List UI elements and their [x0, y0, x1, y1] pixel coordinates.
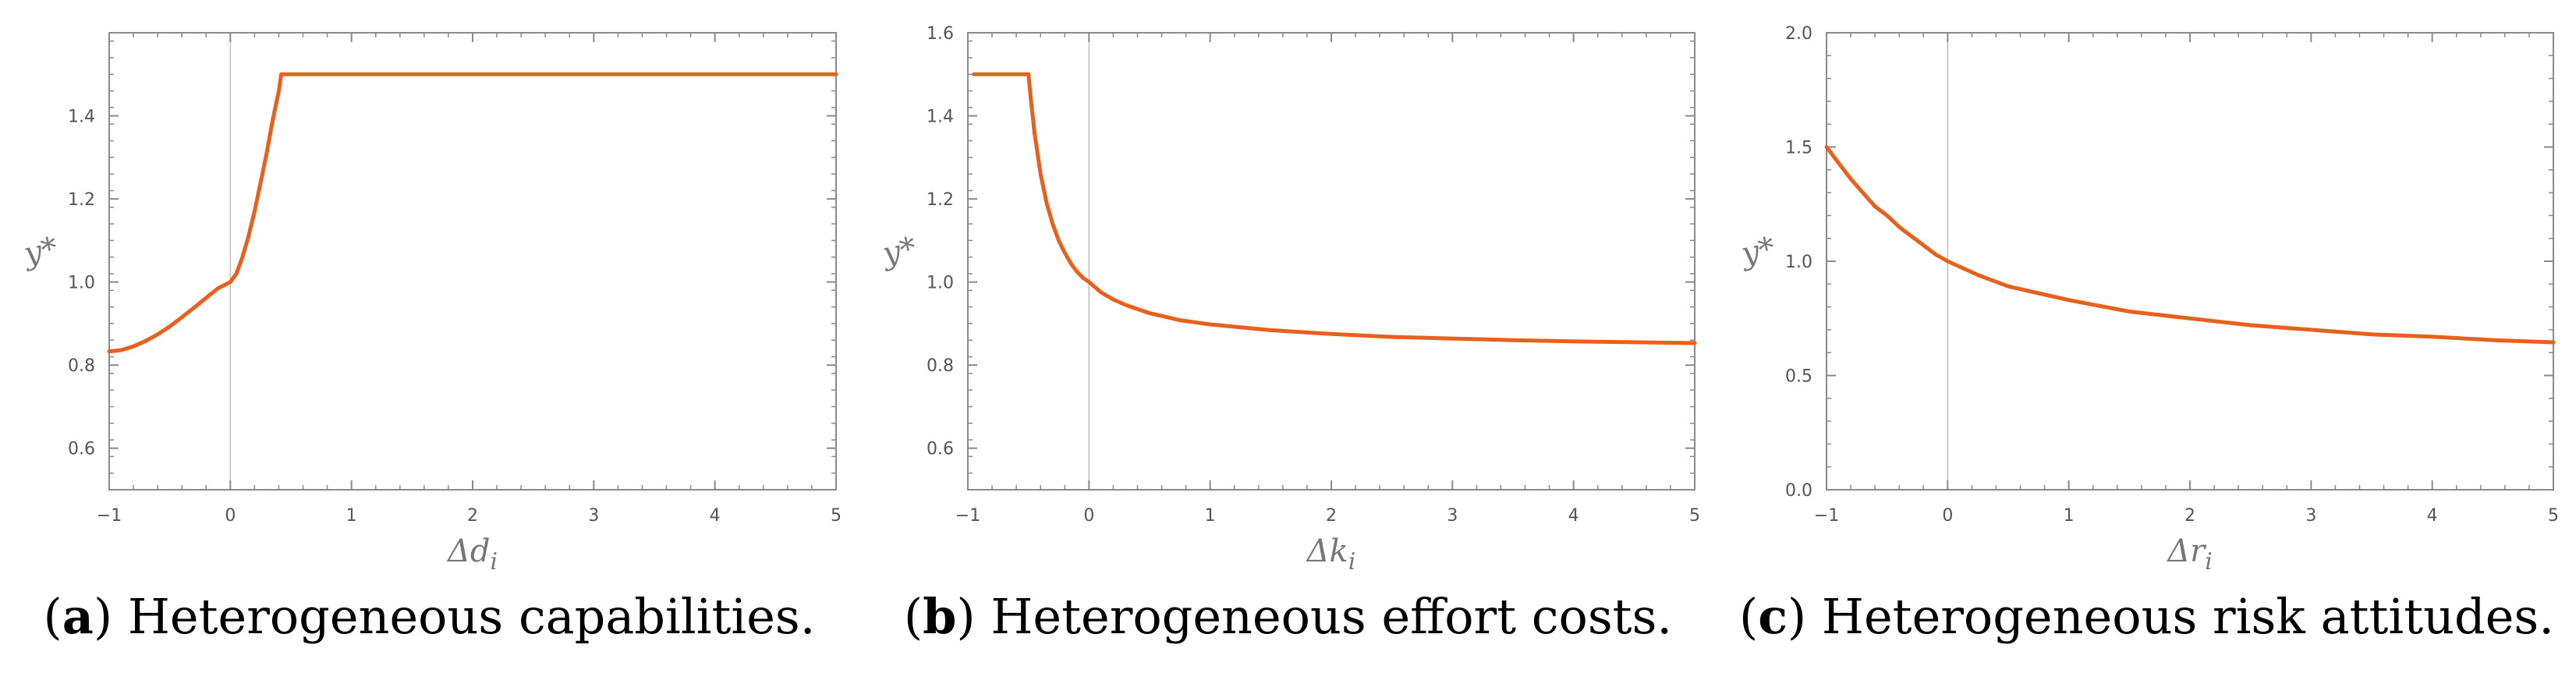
x-tick-label-a: 4 — [710, 506, 721, 526]
x-tick-label-b: 5 — [1689, 506, 1700, 526]
caption-a-letter: a — [62, 588, 94, 645]
panel-b: −1 0 1 2 3 4 5 0.6 0.8 1.0 1.2 1.4 1.6 y* Δki (b) Hete… — [859, 0, 1717, 673]
series-line-b — [972, 72, 1697, 345]
y-tick-label-a: 0.8 — [68, 356, 95, 376]
x-tick-label-c: −1 — [1814, 506, 1839, 526]
caption-a: (a) Heterogeneous capabilities. — [43, 588, 816, 645]
y-tick-label-c: 0.5 — [1785, 367, 1812, 387]
series-line-a — [107, 72, 838, 354]
x-tick-label-c: 1 — [2064, 506, 2075, 526]
x-tick-label-a: 1 — [346, 506, 357, 526]
series-line-c — [1824, 145, 2556, 345]
x-axis-label-main-c: Δr — [2166, 533, 2207, 569]
plot-frame-b — [967, 32, 1695, 491]
chart-a-svg: −1 0 1 2 3 4 5 0.6 0.8 1.0 1.2 1.4 y* Δdi — [19, 32, 842, 576]
x-tick-label-a: 0 — [225, 506, 236, 526]
x-tick-label-c: 2 — [2184, 506, 2195, 526]
x-tick-label-a: 5 — [831, 506, 842, 526]
y-tick-label-a: 1.0 — [68, 274, 95, 293]
chart-c-svg: −1 0 1 2 3 4 5 0.0 0.5 1.0 1.5 2.0 y* Δri — [1737, 24, 2559, 576]
x-axis-label-b: Δki — [1306, 533, 1356, 576]
x-tick-label-b: 2 — [1326, 506, 1337, 526]
x-tick-label-a: 3 — [588, 506, 599, 526]
x-tick-label-a: 2 — [467, 506, 478, 526]
y-tick-label-b: 0.8 — [927, 356, 954, 376]
x-tick-label-c: 3 — [2305, 506, 2316, 526]
x-tick-label-b: 0 — [1083, 506, 1094, 526]
x-axis-label-c: Δri — [2166, 533, 2213, 576]
x-axis-label-main-a: Δd — [446, 533, 491, 569]
x-tick-label-b: 4 — [1568, 506, 1579, 526]
y-tick-label-c: 1.0 — [1785, 253, 1812, 272]
x-axis-label-sub-b: i — [1348, 548, 1356, 576]
y-tick-label-c: 0.0 — [1785, 481, 1812, 501]
plot-frame-c — [1826, 32, 2554, 491]
x-tick-label-a: −1 — [97, 506, 122, 526]
caption-b-text: Heterogeneous effort costs. — [990, 588, 1673, 645]
x-axis-label-main-b: Δk — [1306, 533, 1348, 569]
y-tick-label-b: 1.2 — [927, 190, 954, 210]
x-tick-label-b: 3 — [1447, 506, 1458, 526]
caption-c-text: Heterogeneous risk attitudes. — [1821, 588, 2554, 645]
chart-b-svg: −1 0 1 2 3 4 5 0.6 0.8 1.0 1.2 1.4 1.6 y* Δki — [878, 24, 1700, 576]
caption-b-letter: b — [923, 588, 957, 645]
y-tick-label-a: 1.4 — [68, 108, 95, 127]
y-axis-label-c: y* — [1737, 230, 1778, 272]
caption-a-text: Heterogeneous capabilities. — [127, 588, 816, 645]
y-tick-label-c: 2.0 — [1785, 24, 1812, 44]
x-axis-label-a: Δdi — [446, 533, 498, 576]
x-axis-label-sub-a: i — [490, 548, 498, 576]
y-tick-label-b: 0.6 — [927, 440, 954, 459]
y-tick-label-c: 1.5 — [1785, 139, 1812, 158]
caption-c-letter: c — [1758, 588, 1788, 645]
panel-a: −1 0 1 2 3 4 5 0.6 0.8 1.0 1.2 1.4 y* Δdi (a) Heterog… — [0, 0, 859, 673]
x-tick-label-c: 5 — [2548, 506, 2559, 526]
x-tick-label-b: −1 — [955, 506, 980, 526]
x-tick-label-c: 0 — [1942, 506, 1953, 526]
y-tick-label-a: 0.6 — [68, 440, 95, 459]
y-axis-label-b: y* — [878, 230, 919, 272]
x-tick-label-b: 1 — [1205, 506, 1216, 526]
y-axis-label-a: y* — [19, 230, 61, 272]
caption-c: (c) Heterogeneous risk attitudes. — [1739, 588, 2554, 645]
y-tick-label-b: 1.0 — [927, 274, 954, 293]
y-tick-label-b: 1.6 — [927, 24, 954, 44]
caption-b: (b) Heterogeneous effort costs. — [903, 588, 1673, 645]
x-tick-label-c: 4 — [2427, 506, 2438, 526]
y-tick-label-b: 1.4 — [927, 108, 954, 127]
plot-frame-a — [108, 32, 837, 491]
x-axis-label-sub-c: i — [2205, 548, 2213, 576]
y-tick-label-a: 1.2 — [68, 190, 95, 210]
panel-c: −1 0 1 2 3 4 5 0.0 0.5 1.0 1.5 2.0 y* Δri (c) Heterog… — [1717, 0, 2576, 673]
